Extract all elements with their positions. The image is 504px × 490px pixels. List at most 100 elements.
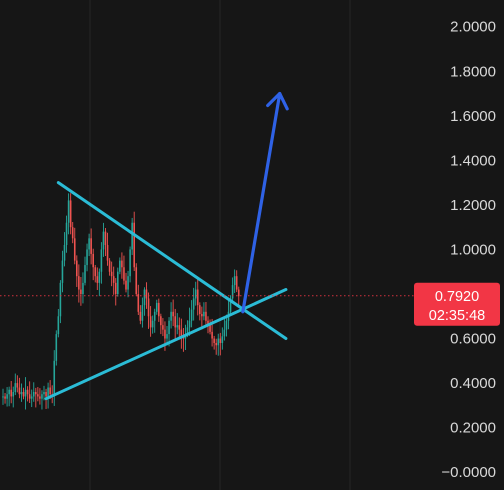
candle [78,264,80,303]
candle [225,314,228,337]
candle-body [92,253,94,268]
candle [123,255,125,285]
candle [10,380,12,404]
candle [180,318,183,349]
candle [26,386,29,402]
candle [117,267,119,297]
candle-body [98,271,101,283]
candle [158,298,160,322]
candle [199,302,201,321]
candle [114,278,117,306]
candle [170,302,172,329]
candle [108,258,111,276]
price-axis[interactable]: 2.0000 1.8000 1.6000 1.4000 1.2000 1.0000 0.60… [441,19,496,481]
candle-body [201,314,203,317]
candle-body [176,325,179,328]
candle-body [106,245,109,261]
candle-body [153,311,156,321]
candle [149,306,152,337]
candle [86,243,88,272]
candle-body [63,245,66,261]
candle [135,263,138,297]
candle-body [168,320,170,335]
candle [18,377,21,399]
candle [172,299,174,327]
candle [192,287,195,321]
candle [119,257,121,275]
candle [162,318,164,337]
trendline-descending [56,181,288,341]
projection-arrow-shaft [241,91,282,314]
candle-body [32,392,35,397]
candle [110,261,113,287]
candle [94,264,97,283]
y-tick-label: 1.4000 [450,152,496,169]
candle-body [30,396,33,399]
candle [219,332,222,356]
candle-body [20,392,23,395]
candle-body [86,249,88,266]
candle [96,267,99,291]
candle [143,287,146,316]
candle [102,222,105,257]
candle-body [205,311,207,321]
candle [92,248,94,281]
candle [4,392,6,404]
candle-body [233,276,236,286]
candle-body [117,271,119,294]
candle [67,193,70,235]
y-tick-label: 0.6000 [450,331,496,348]
candle [201,306,203,330]
candle [194,281,197,306]
candle-body [178,325,181,330]
candle-body [18,387,21,395]
candle [141,297,144,328]
candle [137,284,140,316]
candle-body [4,396,6,399]
candle-body [199,305,201,315]
candle [131,217,133,255]
candle [24,377,27,410]
candle [215,338,217,355]
candle-body [22,392,25,397]
candle [12,386,15,408]
candle [104,228,107,257]
candle-body [96,276,99,283]
candle-body [207,320,209,326]
candle-body [164,329,166,339]
candle-body [213,338,215,343]
candle [209,319,211,335]
candle-body [24,389,27,397]
candle-body [223,329,226,337]
candle-body [104,231,107,245]
candle [35,387,37,408]
last-price-badge: 0.7920 02:35:48 [414,282,500,326]
candle-body [121,260,123,268]
candle [16,375,19,393]
candle [127,270,129,298]
candle-body [127,276,129,290]
candle [20,383,23,402]
candle-body [35,392,37,395]
last-price-badge-box [414,282,500,326]
candle-body [110,271,113,277]
candle-body [145,289,148,299]
candle [196,277,199,316]
candle [129,246,131,283]
candle [88,233,90,257]
candle-body [196,289,199,306]
candle-body [80,289,82,294]
candle-body [108,260,111,272]
candle-body [217,338,220,346]
candle-body [88,238,90,250]
candle-body [37,394,39,397]
candle-body [2,396,4,398]
candle-body [53,360,56,397]
candle [235,270,238,293]
candle-body [192,298,195,310]
candle-body [123,267,125,281]
candle [2,388,4,405]
candle-body [125,280,127,290]
candle-body [174,316,176,328]
